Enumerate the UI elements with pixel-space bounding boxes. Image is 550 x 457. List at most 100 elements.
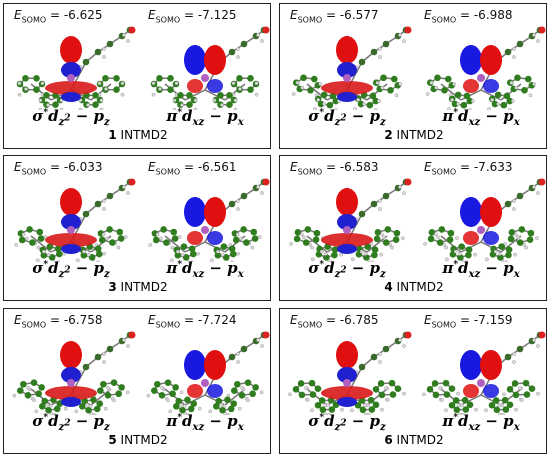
- compound-name: INTMD2: [120, 433, 168, 447]
- symbol: π: [166, 259, 178, 277]
- compound-number: 2: [384, 128, 393, 142]
- hydrogen: [17, 81, 22, 86]
- atom: [502, 406, 510, 413]
- symbol: d: [182, 259, 193, 277]
- atom: [24, 392, 32, 399]
- compound-name: INTMD2: [120, 128, 168, 142]
- hydrogen: [450, 98, 454, 102]
- atom: [359, 406, 367, 414]
- column: ESOMO = -6.758 σ*dz2 − pz: [4, 309, 138, 437]
- atom: [164, 379, 172, 386]
- hydrogen: [509, 80, 514, 85]
- caption: 1 INTMD2: [4, 128, 272, 142]
- hydrogen: [444, 408, 448, 413]
- energy-value: = -6.033: [46, 160, 103, 174]
- superscript: 2: [64, 418, 71, 429]
- column: ESOMO = -7.159 π*dxz − px: [414, 309, 548, 437]
- atom: [53, 405, 61, 413]
- symbol: − p: [204, 412, 238, 430]
- orbital-label: σ*dz2 − pz: [4, 107, 138, 128]
- metal: [201, 74, 209, 82]
- hydrogen: [520, 398, 524, 402]
- superscript: *: [453, 108, 459, 118]
- atom: [186, 101, 193, 108]
- subscript-text: xz: [192, 117, 205, 128]
- hydrogen: [536, 344, 540, 348]
- atom: [514, 74, 521, 82]
- atom: [41, 397, 49, 405]
- symbol: π: [166, 107, 178, 125]
- compound-name: INTMD2: [120, 280, 168, 294]
- atom: [384, 226, 392, 233]
- hydrogen: [25, 236, 29, 241]
- subscript: z: [104, 117, 110, 128]
- lobe-blue: [207, 384, 223, 398]
- hydrogen: [398, 185, 402, 189]
- atom: [95, 250, 103, 258]
- hydrogen: [48, 404, 53, 408]
- atom: [307, 86, 314, 94]
- symbol: σ: [308, 107, 320, 125]
- energy-symbol: E: [14, 313, 22, 327]
- hydrogen: [288, 392, 292, 397]
- lobe-blue: [337, 62, 357, 78]
- atom: [446, 236, 454, 244]
- hydrogen: [88, 404, 93, 408]
- subscript: xz: [469, 269, 481, 280]
- hydrogen: [339, 252, 343, 257]
- hydrogen: [353, 107, 357, 110]
- hydrogen: [38, 107, 43, 110]
- orbital-label: π*dxz − px: [414, 259, 548, 280]
- symbol: d: [48, 107, 59, 125]
- compound-number: 3: [108, 280, 117, 294]
- lobe-red: [463, 384, 479, 398]
- atom: [466, 401, 474, 409]
- hydrogen: [103, 406, 108, 411]
- atom: [392, 236, 400, 244]
- column: ESOMO = -7.125 π*dxz − px: [138, 4, 272, 132]
- lobe-blue: [483, 384, 499, 398]
- hydrogen: [456, 102, 461, 106]
- hydrogen: [370, 260, 375, 262]
- symbol: − p: [70, 259, 105, 277]
- hydrogen: [166, 398, 170, 403]
- atom: [326, 101, 334, 109]
- compound-number: 6: [384, 433, 393, 447]
- hydrogen: [260, 39, 264, 43]
- orbital-image: [423, 178, 546, 262]
- panel: ESOMO = -6.033 σ*dz2 − pz ESOMO = -6.561 π*…: [3, 155, 271, 301]
- hydrogen: [304, 386, 308, 390]
- superscript: *: [319, 260, 325, 270]
- atom: [516, 192, 524, 200]
- hydrogen: [14, 243, 19, 247]
- hydrogen: [291, 92, 296, 96]
- atom: [26, 226, 33, 233]
- atom: [370, 353, 378, 361]
- atom: [189, 250, 197, 258]
- lobe-red: [336, 188, 358, 216]
- subscript-text: z: [380, 117, 386, 128]
- superscript: *: [319, 108, 325, 118]
- energy-subscript: SOMO: [297, 320, 323, 330]
- atom: [240, 226, 247, 233]
- atom: [372, 97, 380, 105]
- hydrogen: [169, 258, 174, 262]
- atom: [524, 75, 532, 83]
- compound-number: 5: [108, 433, 117, 447]
- atom: [447, 229, 455, 237]
- atom: [163, 239, 170, 246]
- atom: [81, 397, 89, 405]
- energy-label: ESOMO = -6.625: [14, 8, 103, 24]
- atom: [441, 86, 448, 94]
- atom: [110, 379, 118, 386]
- hydrogen: [219, 402, 224, 407]
- atom: [369, 92, 377, 100]
- oxygen: [128, 331, 136, 339]
- atom: [426, 386, 434, 393]
- hydrogen: [500, 403, 504, 408]
- oxygen: [404, 331, 412, 339]
- hydrogen: [86, 103, 90, 107]
- hydrogen: [236, 352, 240, 356]
- hydrogen: [254, 81, 259, 86]
- panel: ESOMO = -6.583 σ*dz2 − pz ESOMO = -7.633 π*…: [279, 155, 547, 301]
